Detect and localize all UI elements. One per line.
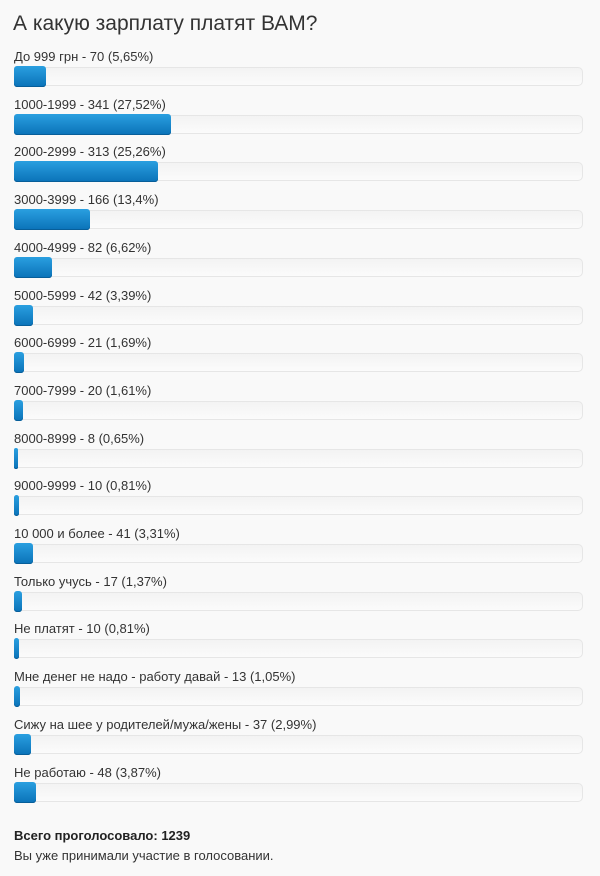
option-label: Только учусь - 17 (1,37%) bbox=[14, 573, 167, 589]
bar-track bbox=[14, 782, 583, 802]
bar bbox=[14, 447, 18, 469]
bar bbox=[14, 304, 34, 326]
poll-title: А какую зарплату платят ВАМ? bbox=[13, 12, 318, 35]
bar bbox=[14, 66, 47, 87]
option-label: 9000-9999 - 10 (0,81%) bbox=[14, 478, 152, 494]
bar-track bbox=[14, 210, 583, 230]
bar-track bbox=[14, 639, 583, 659]
option-label: 5000-5999 - 42 (3,39%) bbox=[14, 287, 152, 303]
total-value: 1239 bbox=[161, 828, 191, 843]
bar-track bbox=[14, 496, 583, 516]
bar bbox=[14, 733, 31, 755]
bar bbox=[14, 352, 24, 374]
bar-track bbox=[14, 353, 583, 373]
option-label: 4000-4999 - 82 (6,62%) bbox=[14, 239, 152, 255]
bar-track bbox=[14, 400, 583, 420]
option-label: 7000-7999 - 20 (1,61%) bbox=[14, 382, 152, 398]
option-label: 2000-2999 - 313 (25,26%) bbox=[14, 144, 166, 160]
bar bbox=[14, 256, 52, 278]
bar bbox=[14, 399, 24, 421]
bar-track bbox=[14, 448, 583, 468]
option-label: Мне денег не надо - работу давай - 13 (1… bbox=[14, 669, 296, 685]
bar bbox=[14, 590, 22, 612]
bar-track bbox=[14, 257, 583, 277]
option-label: 10 000 и более - 41 (3,31%) bbox=[14, 526, 180, 541]
bar-track bbox=[14, 687, 583, 707]
bar bbox=[14, 781, 37, 803]
bar bbox=[14, 638, 19, 660]
option-label: 3000-3999 - 166 (13,4%) bbox=[14, 192, 159, 208]
bar bbox=[14, 495, 19, 517]
total-votes: Всего проголосовало: 1239 bbox=[14, 828, 190, 843]
bar-track bbox=[14, 591, 583, 611]
option-label: Не платят - 10 (0,81%) bbox=[14, 621, 150, 637]
bar-track bbox=[14, 305, 583, 325]
bar bbox=[14, 113, 171, 135]
total-label: Всего проголосовало: bbox=[14, 828, 158, 843]
option-label: Сижу на шее у родителей/мужа/жены - 37 (… bbox=[14, 716, 317, 732]
bar-track bbox=[14, 67, 583, 86]
bar-track bbox=[14, 734, 583, 754]
bar bbox=[14, 161, 158, 183]
option-label: Не работаю - 48 (3,87%) bbox=[14, 764, 162, 780]
option-label: 1000-1999 - 341 (27,52%) bbox=[14, 96, 166, 112]
option-label: 8000-8999 - 8 (0,65%) bbox=[14, 430, 145, 446]
bar bbox=[14, 209, 91, 231]
bar-track bbox=[14, 544, 583, 563]
option-label: 6000-6999 - 21 (1,69%) bbox=[14, 335, 152, 351]
bar bbox=[14, 543, 33, 564]
option-label: До 999 грн - 70 (5,65%) bbox=[14, 49, 154, 64]
poll-note: Вы уже принимали участие в голосовании. bbox=[14, 848, 274, 863]
bar bbox=[14, 686, 20, 708]
